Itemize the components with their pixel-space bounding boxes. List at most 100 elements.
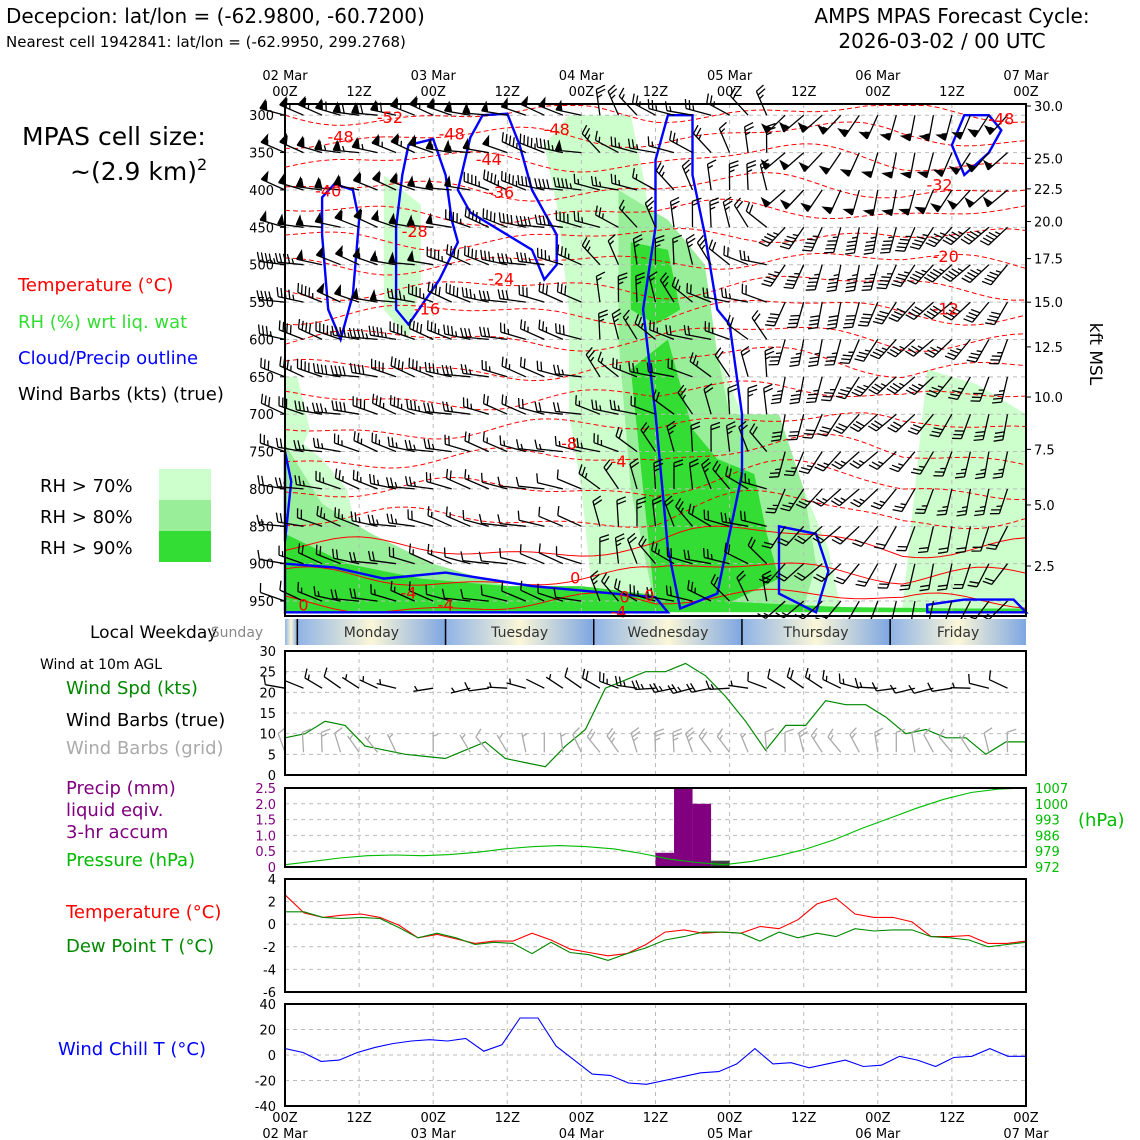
true-wind-barb (526, 678, 545, 689)
upper-wind-barb (425, 472, 452, 490)
upper-wind-barb (610, 136, 638, 154)
upper-wind-barb (745, 201, 768, 228)
upper-wind-barb (444, 434, 471, 453)
panel-y-tick-label: 5 (268, 748, 276, 763)
upper-wind-barb (331, 325, 360, 341)
upper-wind-barb (833, 563, 860, 585)
upper-wind-barb (277, 213, 304, 228)
upper-wind-barb (297, 95, 323, 116)
upper-wind-barb (955, 526, 972, 554)
weekday-name: Tuesday (490, 625, 548, 641)
upper-wind-barb (738, 420, 749, 452)
upper-wind-barb (387, 436, 415, 453)
upper-wind-barb (946, 189, 971, 210)
upper-wind-barb (330, 365, 360, 378)
upper-wind-barb (765, 301, 786, 327)
upper-wind-barb (556, 469, 582, 490)
upper-wind-barb (671, 276, 693, 303)
upper-wind-barb (692, 124, 712, 154)
upper-wind-barb (622, 309, 638, 340)
bottom-date-label: 05 Mar (707, 1127, 753, 1140)
upper-wind-barb (276, 287, 304, 303)
top-date-label: 07 Mar (1003, 69, 1049, 84)
upper-wind-barb (868, 451, 897, 470)
true-wind-barb (838, 673, 860, 689)
upper-wind-barb (499, 548, 526, 565)
upper-wind-barb (749, 423, 768, 453)
upper-wind-barb (741, 283, 767, 303)
upper-wind-barb (536, 247, 564, 266)
panel-frame (284, 787, 1027, 868)
legend-temperature: Temperature (°C) (17, 275, 173, 296)
upper-wind-barb (640, 422, 657, 452)
upper-wind-barb (933, 451, 953, 477)
upper-wind-barb (876, 264, 897, 290)
true-wind-barb (927, 682, 953, 692)
weekday-name: Sunday (211, 625, 263, 641)
upper-wind-barb (654, 234, 665, 265)
upper-wind-barb (517, 397, 545, 415)
upper-wind-barb (706, 159, 717, 191)
upper-wind-barb (278, 396, 304, 415)
upper-wind-barb (388, 546, 415, 565)
grid-wind-barb (959, 734, 971, 753)
precip-bar (692, 803, 712, 867)
grid-wind-barb (630, 727, 641, 753)
grid-wind-barb (347, 734, 360, 753)
upper-wind-barb (460, 363, 489, 378)
grid-wind-barb (459, 733, 471, 753)
upper-wind-barb (371, 209, 397, 228)
grid-wind-barb (364, 734, 379, 753)
upper-wind-barb (601, 572, 619, 602)
upper-wind-barb (867, 413, 897, 432)
true-wind-barb (341, 674, 360, 689)
kft-axis-label: kft MSL (1085, 323, 1105, 386)
true-wind-barb (614, 675, 638, 689)
upper-wind-barb (992, 376, 1009, 404)
true-wind-barb (767, 668, 786, 689)
upper-wind-barb (951, 114, 971, 140)
upper-wind-barb (443, 139, 471, 154)
panel-y-tick-label: 20 (259, 686, 276, 701)
upper-wind-barb (333, 433, 360, 453)
upper-wind-barb (515, 439, 545, 453)
upper-wind-barb (905, 301, 934, 320)
true-wind-barb (988, 670, 1008, 689)
upper-wind-barb (552, 402, 582, 415)
upper-wind-barb (725, 466, 749, 490)
dewpoint-line (285, 911, 1027, 961)
legend-cloud-outline: Cloud/Precip outline (18, 348, 198, 369)
upper-wind-barb (553, 177, 582, 191)
upper-wind-barb (970, 376, 990, 402)
upper-wind-barb (330, 589, 360, 602)
true-wind-barb (786, 667, 805, 689)
upper-wind-barb (352, 246, 378, 266)
pressure-tick-label: 400 (249, 184, 274, 199)
upper-wind-barb (805, 376, 823, 404)
temperature-contour-label: -4 (401, 584, 417, 603)
panel-y-tick-label: 40 (259, 998, 276, 1013)
bottom-hour-label: 12Z (346, 1111, 372, 1126)
upper-wind-barb (618, 199, 638, 228)
upper-wind-barb (967, 114, 990, 138)
upper-wind-barb (295, 214, 323, 228)
upper-wind-barb (260, 357, 286, 378)
upper-wind-barb (887, 413, 916, 433)
upper-wind-barb (783, 264, 805, 290)
upper-wind-barb (594, 205, 619, 228)
upper-wind-barb (385, 477, 415, 490)
upper-wind-barb (858, 114, 879, 140)
temperature-line (284, 894, 1027, 957)
bottom-hour-label: 00Z (569, 1111, 595, 1126)
upper-wind-barb (315, 246, 341, 266)
upper-wind-barb (275, 512, 304, 527)
top-hour-label: 00Z (717, 85, 743, 100)
upper-wind-barb (956, 488, 972, 517)
temp-legend: Temperature (°C) (65, 902, 221, 923)
upper-wind-barb (770, 376, 786, 405)
upper-wind-barb (370, 584, 397, 602)
upper-wind-barb (746, 159, 757, 191)
upper-wind-barb (635, 272, 646, 303)
nearest-cell-line: Nearest cell 1942841: lat/lon = (-62.995… (6, 33, 406, 51)
upper-wind-barb (638, 535, 656, 565)
